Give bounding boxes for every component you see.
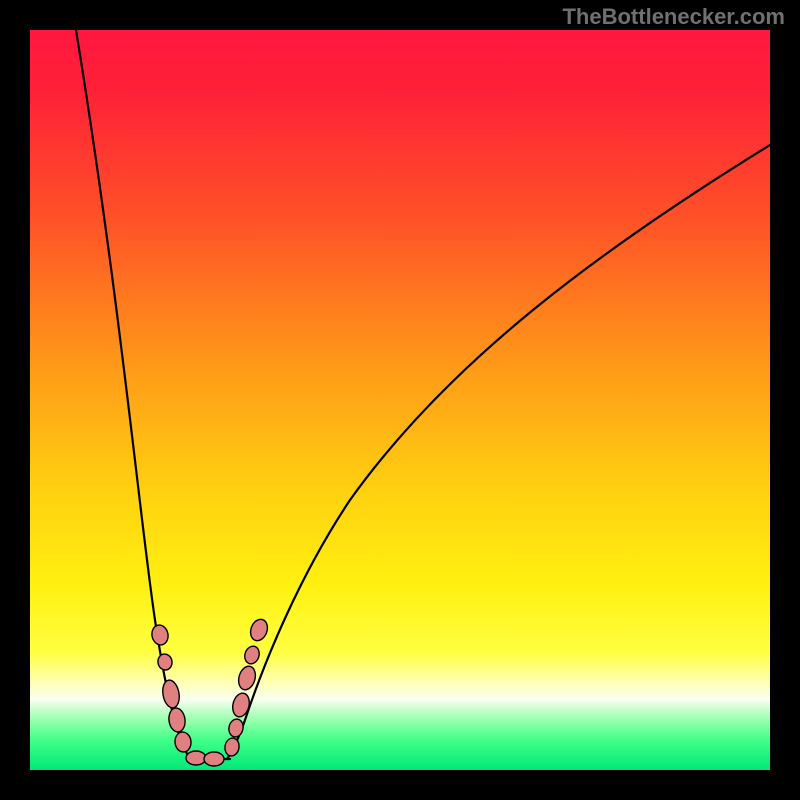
watermark-text: TheBottlenecker.com bbox=[562, 4, 785, 30]
chart-svg bbox=[0, 0, 800, 800]
bottom-bead bbox=[186, 751, 206, 765]
bottom-bead bbox=[204, 752, 224, 766]
gradient-plot-area bbox=[30, 30, 770, 770]
chart-canvas: TheBottlenecker.com bbox=[0, 0, 800, 800]
